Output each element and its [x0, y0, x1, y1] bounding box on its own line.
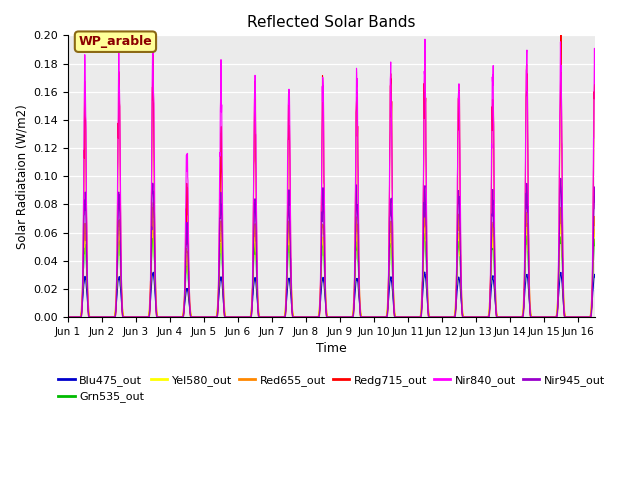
Title: Reflected Solar Bands: Reflected Solar Bands	[247, 15, 416, 30]
X-axis label: Time: Time	[316, 342, 347, 355]
Line: Redg715_out: Redg715_out	[68, 18, 612, 317]
Line: Red655_out: Red655_out	[68, 203, 612, 317]
Line: Yel580_out: Yel580_out	[68, 221, 612, 317]
Legend: Blu475_out, Grn535_out, Yel580_out, Red655_out, Redg715_out, Nir840_out, Nir945_: Blu475_out, Grn535_out, Yel580_out, Red6…	[53, 371, 609, 407]
Line: Blu475_out: Blu475_out	[68, 272, 612, 317]
Line: Nir945_out: Nir945_out	[68, 179, 612, 317]
Y-axis label: Solar Radiataion (W/m2): Solar Radiataion (W/m2)	[15, 104, 28, 249]
Text: WP_arable: WP_arable	[79, 35, 152, 48]
Line: Nir840_out: Nir840_out	[68, 39, 612, 317]
Line: Grn535_out: Grn535_out	[68, 231, 612, 317]
